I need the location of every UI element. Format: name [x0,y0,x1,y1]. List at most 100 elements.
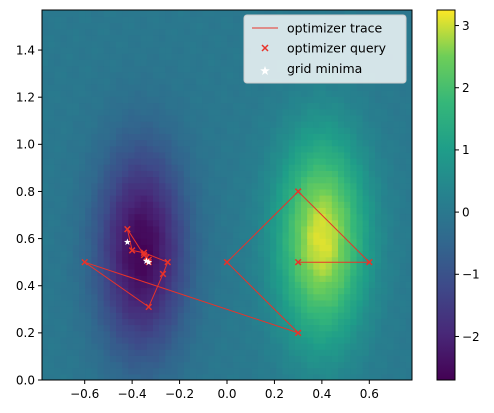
heatmap-cell [313,219,321,227]
heatmap-cell [264,281,271,289]
heatmap-cell [146,244,154,252]
heatmap-cell [196,244,203,252]
heatmap-cell [60,281,68,289]
heatmap-cell [171,139,179,147]
heatmap-cell [350,306,358,313]
heatmap-cell [381,256,388,264]
heatmap-cell [282,238,290,245]
heatmap-cell [239,287,247,295]
heatmap-cell [381,312,388,319]
heatmap-cell [54,170,62,178]
heatmap-cell [387,139,395,147]
heatmap-cell [356,330,364,338]
heatmap-cell [245,373,253,380]
heatmap-cell [227,34,234,42]
heatmap-cell [140,188,148,196]
heatmap-cell [393,250,401,258]
heatmap-cell [270,256,277,264]
heatmap-cell [227,151,234,159]
heatmap-cell [190,293,197,301]
heatmap-cell [270,188,277,196]
heatmap-cell [350,121,358,128]
heatmap-cell [325,188,333,196]
heatmap-cell [214,188,222,196]
heatmap-cell [338,293,345,301]
heatmap-cell [109,219,117,227]
heatmap-cell [276,336,284,344]
heatmap-cell [134,336,142,344]
heatmap-cell [146,133,154,141]
heatmap-cell [399,176,407,184]
heatmap-cell [109,53,117,60]
heatmap-cell [177,324,185,332]
heatmap-cell [387,213,395,221]
heatmap-cell [294,121,302,128]
heatmap-cell [331,262,339,270]
heatmap-cell [270,336,277,344]
heatmap-cell [66,84,74,91]
heatmap-cell [85,133,92,141]
heatmap-cell [72,250,80,258]
heatmap-cell [42,330,49,338]
heatmap-cell [362,133,370,141]
heatmap-cell [79,176,86,184]
heatmap-cell [227,47,234,54]
heatmap-cell [103,47,111,54]
heatmap-cell [257,262,265,270]
heatmap-cell [375,355,382,363]
heatmap-cell [288,102,296,110]
heatmap-cell [264,201,271,208]
heatmap-cell [146,343,154,350]
heatmap-cell [331,108,339,116]
heatmap-cell [220,213,228,221]
heatmap-cell [116,108,123,116]
heatmap-cell [48,121,55,128]
heatmap-cell [257,219,265,227]
heatmap-cell [301,343,308,350]
heatmap-cell [183,367,191,375]
heatmap-cell [301,355,308,363]
heatmap-cell [97,195,105,202]
heatmap-cell [54,324,62,332]
heatmap-cell [233,139,240,147]
heatmap-cell [338,232,345,239]
heatmap-cell [331,318,339,326]
heatmap-cell [183,262,191,270]
heatmap-cell [60,225,68,233]
heatmap-cell [325,121,333,128]
heatmap-cell [405,139,412,147]
heatmap-cell [165,232,173,239]
heatmap-cell [331,312,339,319]
heatmap-cell [214,47,222,54]
heatmap-cell [288,219,296,227]
heatmap-cell [393,133,401,141]
heatmap-cell [233,28,240,36]
heatmap-cell [183,108,191,116]
heatmap-cell [239,225,247,233]
heatmap-cell [171,28,179,36]
heatmap-cell [368,275,376,282]
heatmap-cell [91,90,99,97]
heatmap-cell [362,349,370,356]
heatmap-cell [338,188,345,196]
heatmap-cell [177,114,185,122]
heatmap-cell [165,108,173,116]
heatmap-cell [387,195,395,202]
heatmap-cell [122,188,129,196]
heatmap-cell [356,256,364,264]
heatmap-cell [42,151,49,159]
heatmap-cell [356,312,364,319]
heatmap-cell [294,361,302,369]
heatmap-cell [239,306,247,313]
heatmap-cell [72,108,80,116]
heatmap-cell [276,238,284,245]
point-optimizer-query [81,258,89,266]
heatmap-cell [288,336,296,344]
heatmap-cell [103,53,111,60]
heatmap-cell [128,77,136,85]
heatmap-cell [233,213,240,221]
heatmap-cell [393,343,401,350]
heatmap-cell [66,299,74,307]
heatmap-cell [276,139,284,147]
heatmap-cell [264,324,271,332]
